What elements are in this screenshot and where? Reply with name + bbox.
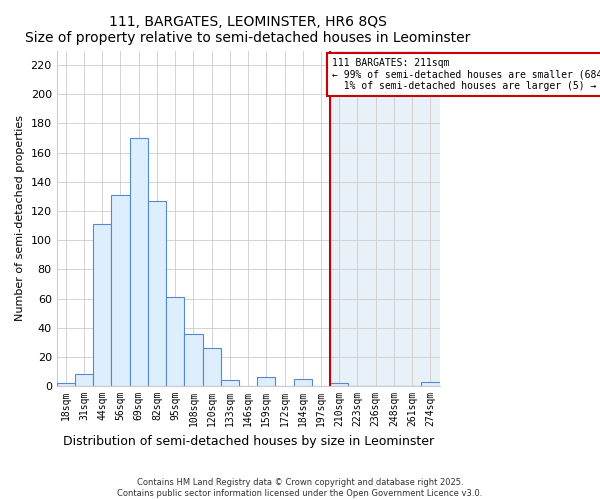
Bar bbox=[330, 50, 440, 386]
Bar bbox=[56, 383, 75, 386]
Bar bbox=[93, 224, 112, 386]
Bar bbox=[257, 378, 275, 386]
Text: Contains HM Land Registry data © Crown copyright and database right 2025.
Contai: Contains HM Land Registry data © Crown c… bbox=[118, 478, 482, 498]
Bar bbox=[203, 348, 221, 386]
Bar bbox=[130, 138, 148, 386]
Bar bbox=[221, 380, 239, 386]
Bar bbox=[112, 195, 130, 386]
Bar bbox=[293, 379, 312, 386]
Y-axis label: Number of semi-detached properties: Number of semi-detached properties bbox=[15, 116, 25, 322]
Bar bbox=[75, 374, 93, 386]
X-axis label: Distribution of semi-detached houses by size in Leominster: Distribution of semi-detached houses by … bbox=[62, 434, 434, 448]
Bar bbox=[166, 297, 184, 386]
Title: 111, BARGATES, LEOMINSTER, HR6 8QS
Size of property relative to semi-detached ho: 111, BARGATES, LEOMINSTER, HR6 8QS Size … bbox=[25, 15, 471, 45]
Bar bbox=[184, 334, 203, 386]
Bar bbox=[148, 201, 166, 386]
Bar bbox=[421, 382, 440, 386]
Bar bbox=[330, 383, 349, 386]
Text: 111 BARGATES: 211sqm
← 99% of semi-detached houses are smaller (684)
  1% of sem: 111 BARGATES: 211sqm ← 99% of semi-detac… bbox=[332, 58, 600, 91]
